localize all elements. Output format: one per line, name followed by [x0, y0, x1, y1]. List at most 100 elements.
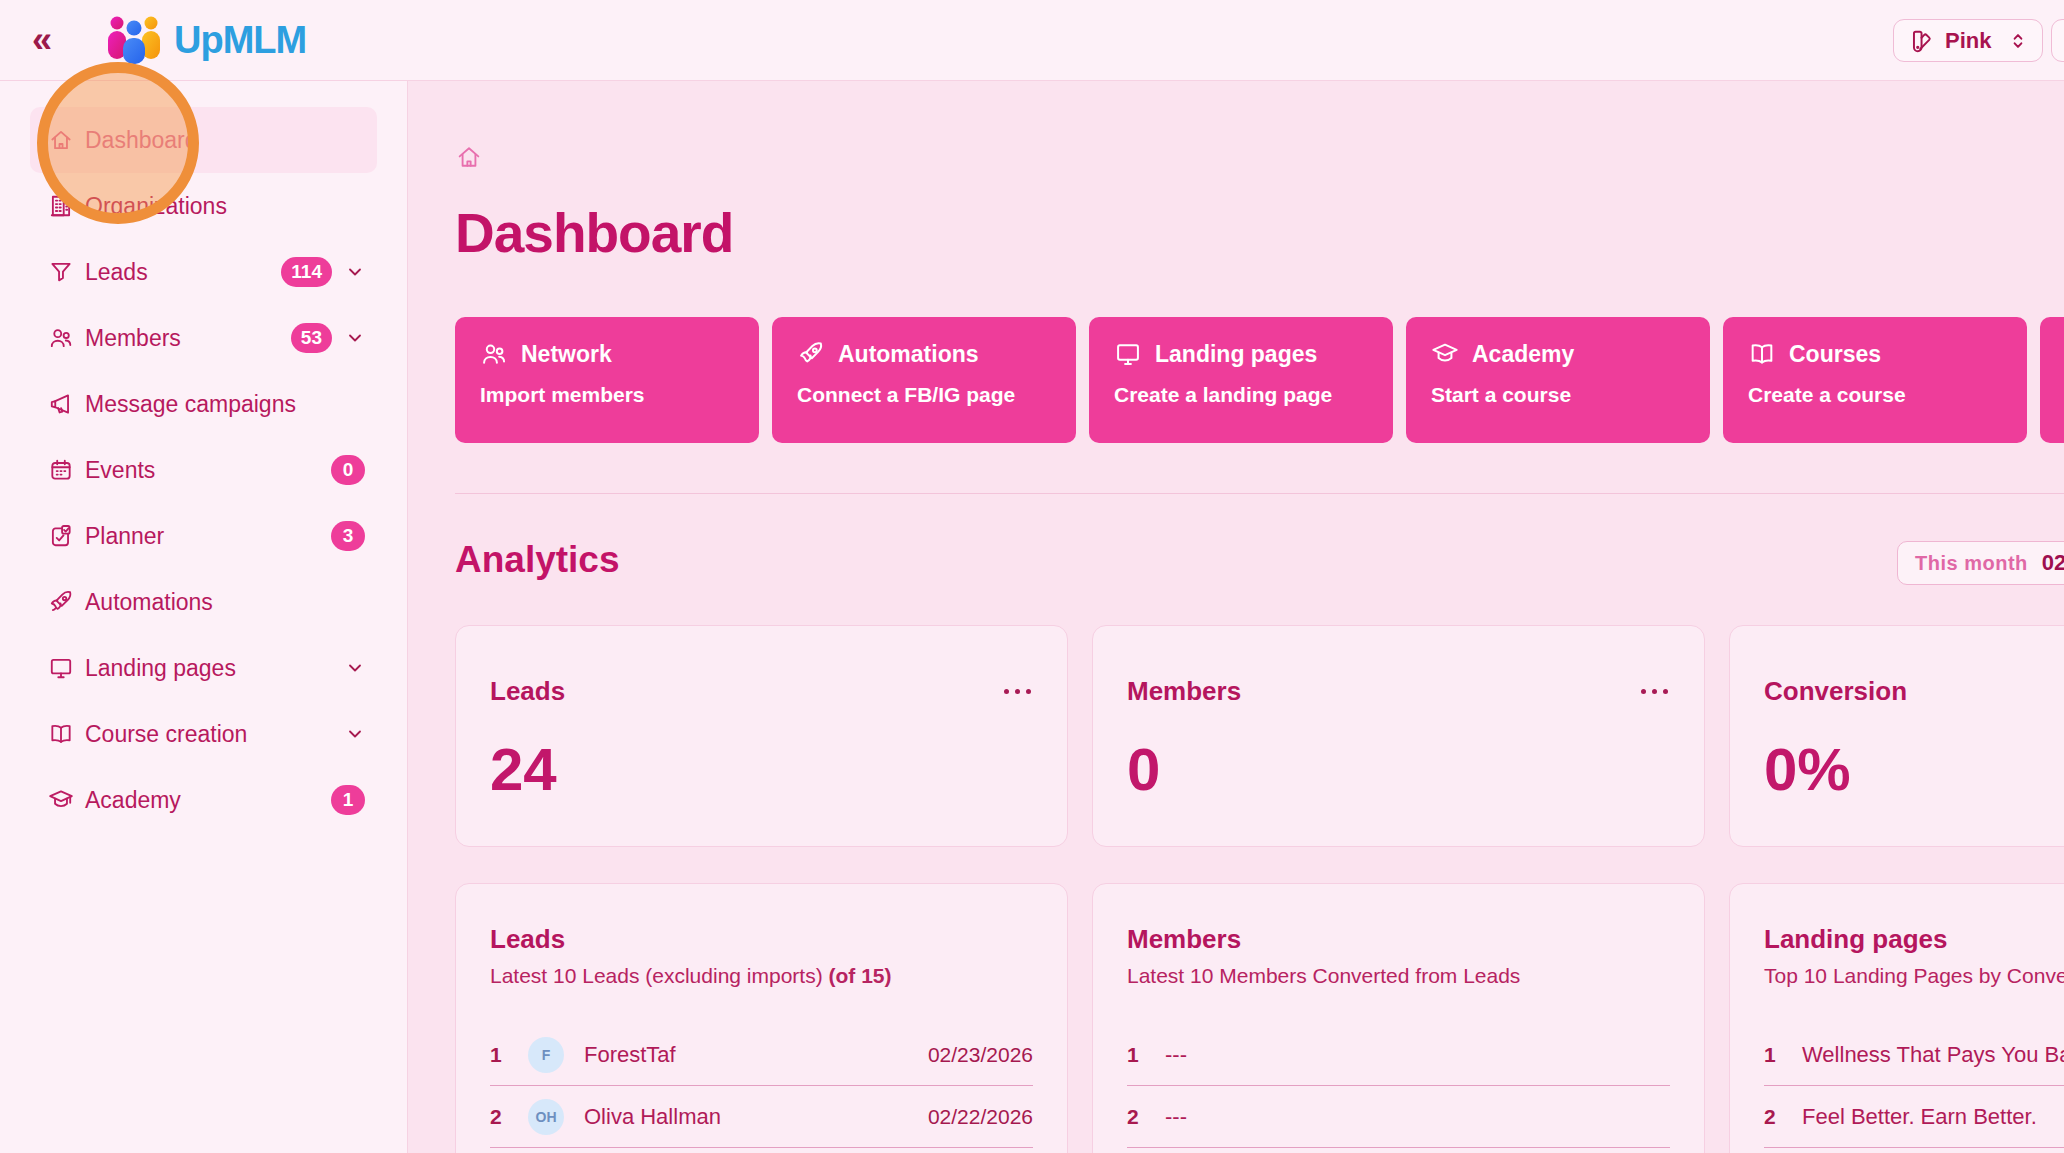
home-icon — [48, 127, 74, 153]
chevron-down-icon — [345, 262, 365, 282]
list-item[interactable]: 2 --- — [1127, 1086, 1670, 1148]
sidebar-item-academy[interactable]: Academy 1 — [30, 767, 377, 833]
sidebar-item-planner[interactable]: Planner 3 — [30, 503, 377, 569]
sidebar-item-label: Course creation — [85, 721, 247, 748]
list-subtitle-text: Latest 10 Members Converted from Leads — [1127, 964, 1520, 987]
people-icon — [480, 340, 508, 368]
theme-select[interactable]: Pink — [1893, 19, 2043, 62]
planner-count-badge: 3 — [331, 521, 365, 551]
monitor-icon — [1114, 340, 1142, 368]
row-index: 1 — [1764, 1043, 1794, 1067]
rocket-icon — [797, 340, 825, 368]
sidebar-item-label: Academy — [85, 787, 181, 814]
row-name: --- — [1165, 1042, 1187, 1068]
sidebar-collapse-button[interactable]: « — [24, 18, 60, 62]
row-index: 2 — [1764, 1105, 1794, 1129]
sidebar-item-organizations[interactable]: Organizations — [30, 173, 377, 239]
more-menu-icon[interactable] — [1002, 683, 1033, 700]
people-icon — [48, 325, 74, 351]
quick-action-automations[interactable]: Automations Connect a FB/IG page — [772, 317, 1076, 443]
sidebar-item-label: Message campaigns — [85, 391, 296, 418]
list-subtitle: Latest 10 Leads (excluding imports) (of … — [490, 964, 1033, 988]
calendar-icon — [48, 457, 74, 483]
chevron-up-down-icon — [2008, 31, 2028, 51]
open-book-icon — [48, 721, 74, 747]
main-content: Dashboard Network Import members — [409, 81, 2064, 1153]
app-logo[interactable]: UpMLM — [106, 15, 306, 65]
sidebar-item-label: Organizations — [85, 193, 227, 220]
sidebar: Dashboard Organizations Leads 114 — [0, 81, 408, 1153]
row-name: --- — [1165, 1104, 1187, 1130]
stat-value: 24 — [490, 735, 1033, 804]
avatar: OH — [528, 1099, 564, 1135]
quick-action-title: Network — [521, 341, 612, 368]
sidebar-item-course-creation[interactable]: Course creation — [30, 701, 377, 767]
sidebar-item-message-campaigns[interactable]: Message campaigns — [30, 371, 377, 437]
list-item[interactable]: 2 OH Oliva Hallman 02/22/2026 — [490, 1086, 1033, 1148]
breadcrumb-home-icon[interactable] — [455, 143, 483, 171]
list-card-leads: Leads Latest 10 Leads (excluding imports… — [455, 883, 1068, 1153]
more-menu-icon[interactable] — [1639, 683, 1670, 700]
graduation-cap-icon — [48, 787, 74, 813]
stat-title: Leads — [490, 676, 565, 707]
row-date: 02/22/2026 — [928, 1105, 1033, 1129]
graduation-cap-icon — [1431, 340, 1459, 368]
quick-action-academy[interactable]: Academy Start a course — [1406, 317, 1710, 443]
chevron-down-icon — [345, 724, 365, 744]
stat-title: Conversion — [1764, 676, 1907, 707]
sidebar-item-landing-pages[interactable]: Landing pages — [30, 635, 377, 701]
sidebar-item-automations[interactable]: Automations — [30, 569, 377, 635]
list-subtitle: Latest 10 Members Converted from Leads — [1127, 964, 1670, 988]
list-item[interactable]: 1 F ForestTaf 02/23/2026 — [490, 1024, 1033, 1086]
leads-count-badge: 114 — [281, 257, 332, 287]
list-item[interactable]: 1 Wellness That Pays You Back — [1764, 1024, 2064, 1086]
row-index: 1 — [1127, 1043, 1157, 1067]
quick-action-clipped[interactable]: C — [2040, 317, 2064, 443]
chevron-down-icon — [345, 328, 365, 348]
sidebar-item-label: Members — [85, 325, 181, 352]
period-value: 02/0 — [2042, 550, 2064, 576]
stat-value: 0 — [1127, 735, 1670, 804]
analytics-stats-row: Leads 24 Members 0 Conversion 0% — [455, 625, 2064, 847]
analytics-lists-row: Leads Latest 10 Leads (excluding imports… — [455, 883, 2064, 1153]
sidebar-item-dashboard[interactable]: Dashboard — [30, 107, 377, 173]
stat-value: 0% — [1764, 735, 2064, 804]
swatch-book-icon — [1908, 28, 1934, 54]
stat-card-conversion: Conversion 0% — [1729, 625, 2064, 847]
stat-card-members: Members 0 — [1092, 625, 1705, 847]
list-item[interactable]: 1 --- — [1127, 1024, 1670, 1086]
quick-action-subtitle: Create a course — [1748, 383, 2002, 407]
list-title: Leads — [490, 924, 1033, 955]
rocket-icon — [48, 589, 74, 615]
list-title: Members — [1127, 924, 1670, 955]
sidebar-item-label: Leads — [85, 259, 148, 286]
list-subtitle-text: Latest 10 Leads (excluding imports) — [490, 964, 823, 987]
sidebar-item-events[interactable]: Events 0 — [30, 437, 377, 503]
members-count-badge: 53 — [291, 323, 332, 353]
list-title: Landing pages — [1764, 924, 2064, 955]
list-item[interactable]: 2 Feel Better. Earn Better. — [1764, 1086, 2064, 1148]
header-edge-button[interactable] — [2051, 19, 2064, 62]
academy-count-badge: 1 — [331, 785, 365, 815]
quick-action-network[interactable]: Network Import members — [455, 317, 759, 443]
list-card-members: Members Latest 10 Members Converted from… — [1092, 883, 1705, 1153]
period-select[interactable]: This month 02/0 — [1897, 541, 2064, 585]
stat-title: Members — [1127, 676, 1241, 707]
events-count-badge: 0 — [331, 455, 365, 485]
section-divider — [455, 493, 2064, 494]
clipboard-check-icon — [48, 523, 74, 549]
quick-action-landing-pages[interactable]: Landing pages Create a landing page — [1089, 317, 1393, 443]
row-index: 2 — [1127, 1105, 1157, 1129]
row-index: 1 — [490, 1043, 520, 1067]
list-subtitle: Top 10 Landing Pages by Conversions — [1764, 964, 2064, 988]
sidebar-item-leads[interactable]: Leads 114 — [30, 239, 377, 305]
logo-text: UpMLM — [174, 19, 306, 62]
app-header: « — [0, 0, 2064, 81]
period-label: This month — [1915, 552, 2028, 575]
quick-action-courses[interactable]: Courses Create a course — [1723, 317, 2027, 443]
sidebar-item-members[interactable]: Members 53 — [30, 305, 377, 371]
monitor-icon — [48, 655, 74, 681]
list-card-landing-pages: Landing pages Top 10 Landing Pages by Co… — [1729, 883, 2064, 1153]
list-subtitle-bold: (of 15) — [829, 964, 892, 987]
quick-action-title: Automations — [838, 341, 979, 368]
